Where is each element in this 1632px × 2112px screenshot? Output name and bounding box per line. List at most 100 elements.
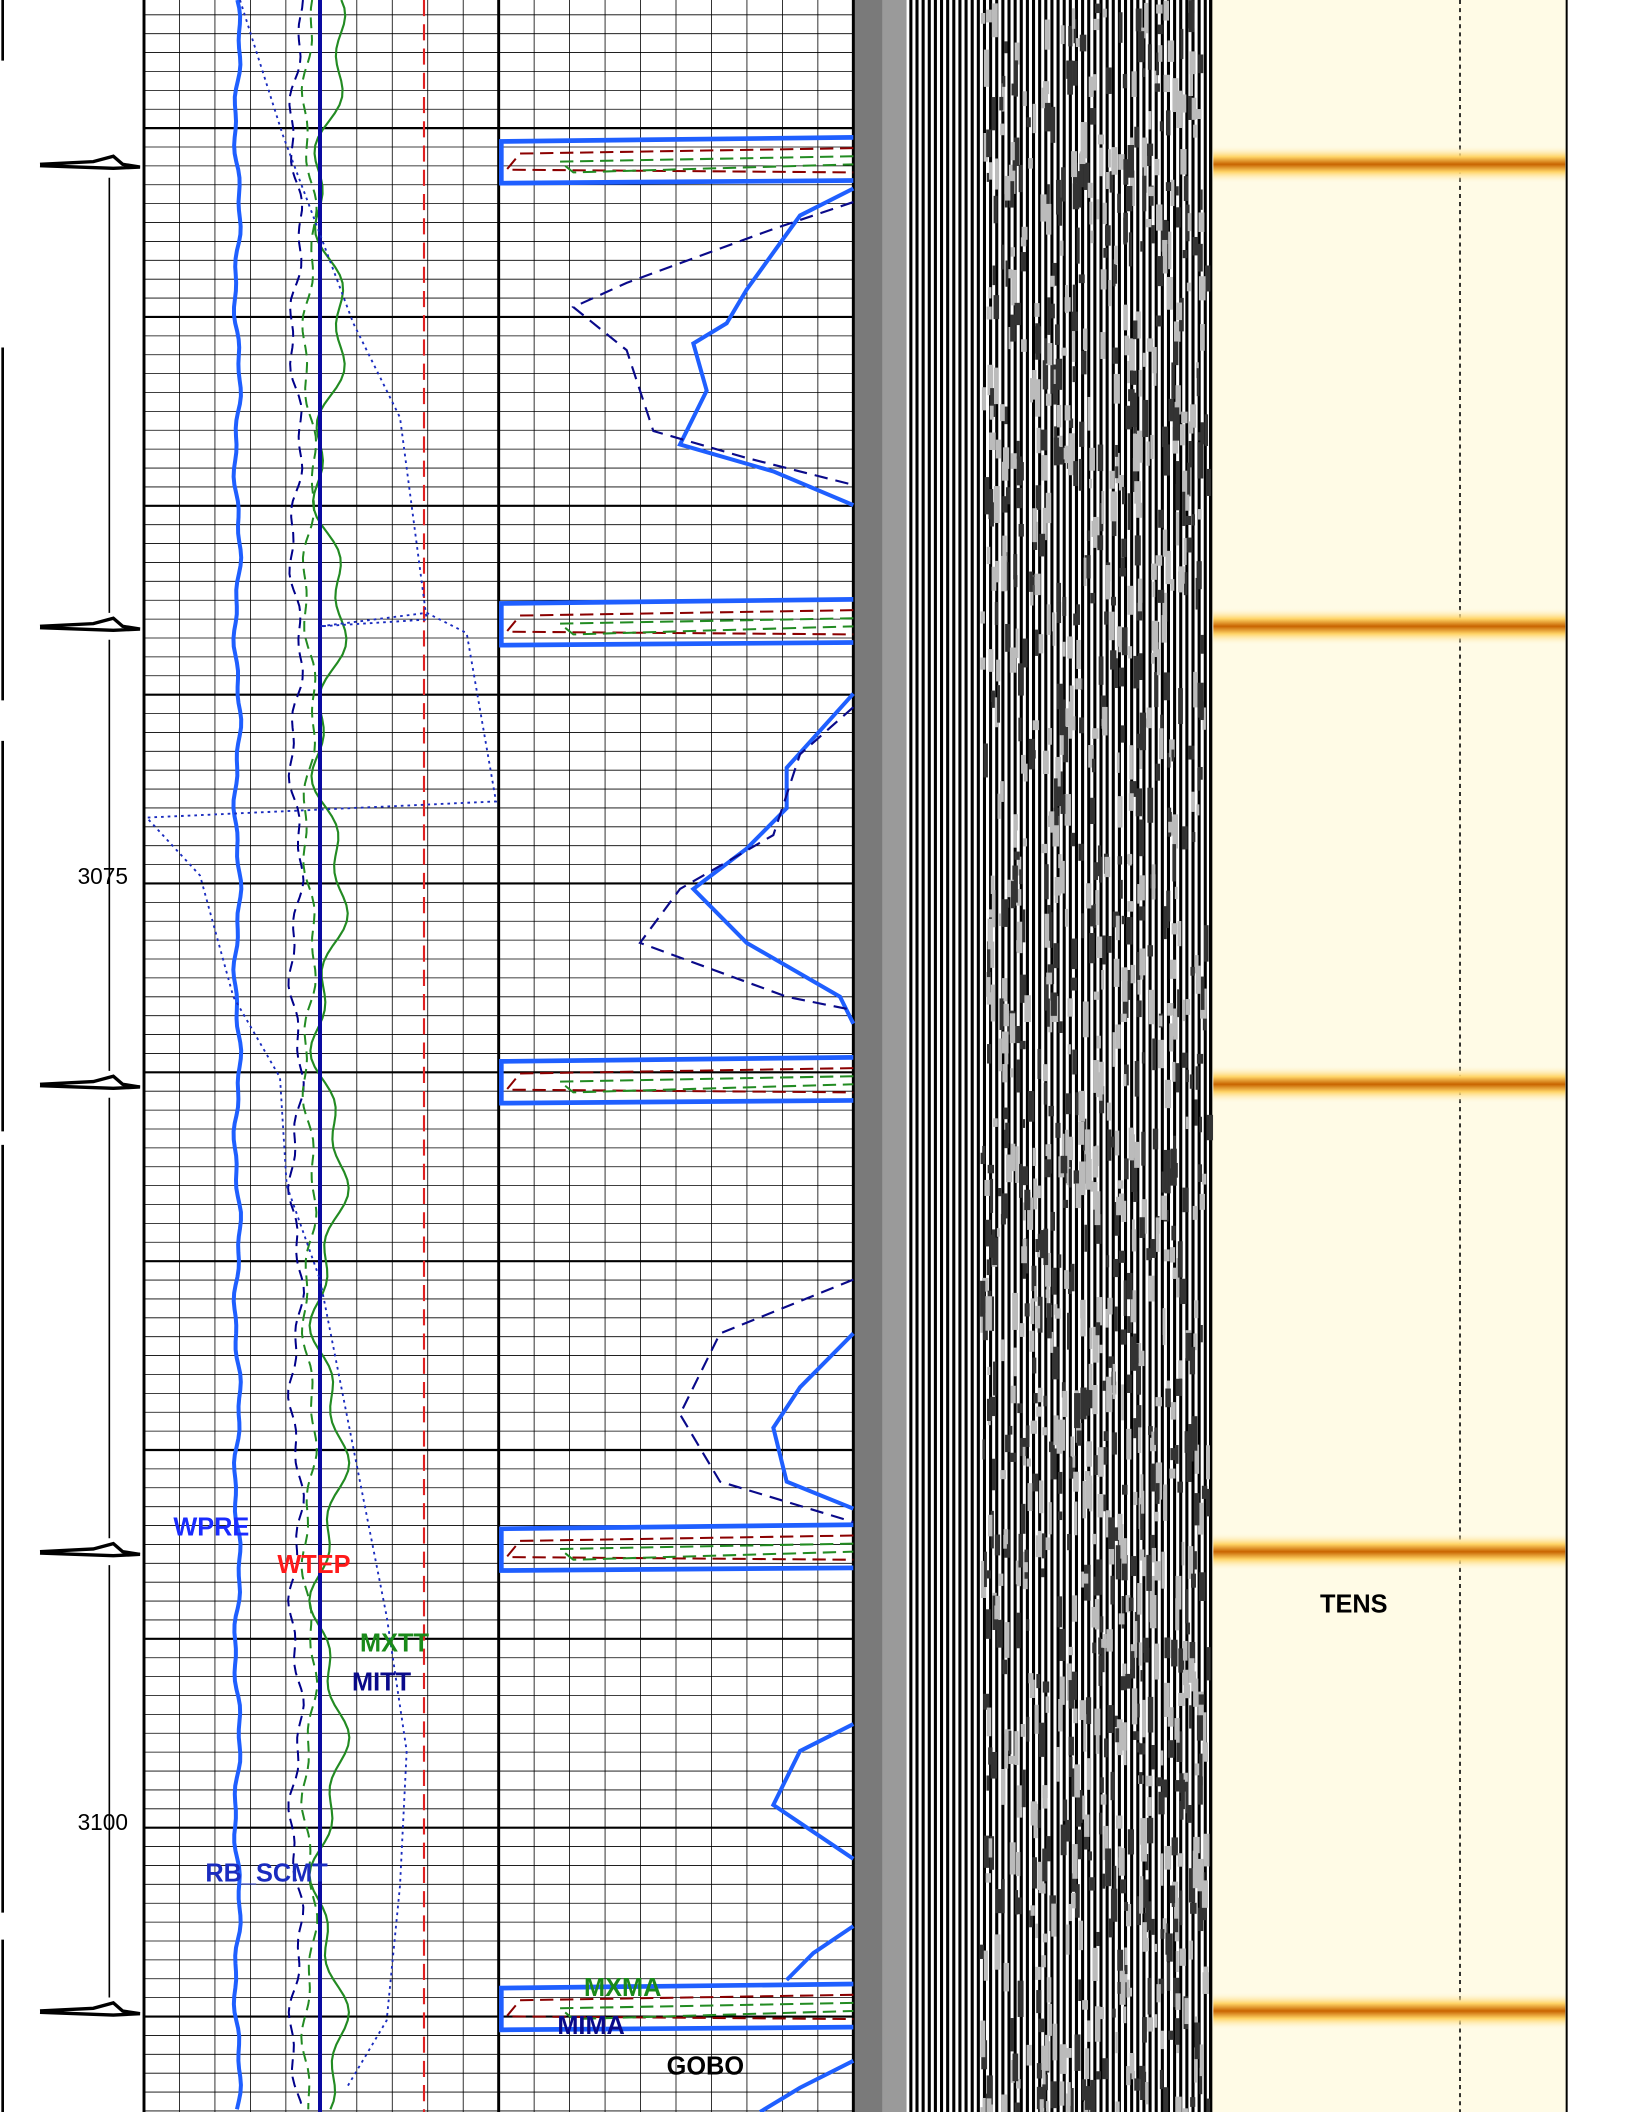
vdl-noise [1128,793,1134,811]
vdl-noise [1104,611,1108,625]
vdl-noise [1195,109,1202,120]
vdl-noise [1176,1731,1183,1762]
vdl-noise [1168,231,1172,270]
vdl-noise [1121,1200,1127,1223]
vdl-noise [1112,1363,1116,1400]
vdl-noise [1038,1722,1046,1757]
vdl-noise [1012,2053,1019,2082]
vdl-noise [986,1259,991,1276]
vdl-noise [1144,2,1149,34]
vdl-noise [1178,1692,1185,1706]
vdl-noise [1110,650,1117,670]
vdl-noise [1136,951,1141,983]
image-track [1210,0,1567,2112]
vdl-noise [1128,389,1135,402]
spike [504,1993,854,2021]
vdl-noise [982,2097,987,2112]
vdl-noise [1131,71,1137,97]
vdl-noise [1003,1107,1009,1120]
curve-amp [690,692,856,1025]
vdl-noise [1083,162,1090,190]
vdl-noise [1082,1480,1086,1519]
vdl-noise [1157,24,1163,35]
curves [144,0,856,2112]
vdl-noise [1000,1339,1006,1362]
vdl-stripe [909,0,913,2112]
collar-mark [39,2001,141,2017]
vdl-noise [1032,720,1040,731]
vdl-noise [1122,988,1129,1018]
vdl-noise [1062,596,1067,616]
vdl-noise [1058,1021,1063,1033]
vdl-noise [1045,2101,1049,2112]
vdl-noise [1092,728,1099,739]
vdl-noise [1042,750,1049,775]
vdl-noise [1134,1141,1140,1168]
vdl-noise [1042,2060,1046,2089]
vdl-noise [1005,623,1010,652]
vdl-noise [1075,1884,1080,1918]
vdl-noise [1082,1001,1089,1038]
vdl-noise [1018,523,1024,537]
vdl-noise [1142,1557,1147,1577]
vdl-noise [1127,1987,1133,1997]
vdl-noise [1095,1322,1101,1336]
vdl-noise [1065,1093,1071,1115]
vdl-noise [980,1302,984,1333]
vdl-noise [982,1313,988,1341]
vdl-noise [1082,1118,1087,1151]
vdl-noise [1136,1405,1142,1428]
vdl-noise [983,132,988,162]
vdl-noise [1067,2082,1071,2106]
vdl-noise [1114,1715,1119,1728]
vdl-noise [1065,1129,1070,1168]
vdl-noise [1004,1733,1009,1769]
vdl-noise [980,611,985,624]
vdl-noise [990,875,995,895]
vdl-noise [1196,1715,1203,1741]
vdl-noise [1189,1074,1193,1089]
vdl-noise [986,1775,990,1791]
vdl-noise [996,1619,1003,1648]
vdl-noise [1175,1575,1182,1610]
vdl-noise [1044,338,1048,364]
vdl-noise [1069,685,1074,719]
vdl-noise [1151,1547,1157,1563]
vdl-noise [1082,1795,1086,1820]
vdl-noise [1100,1777,1104,1793]
vdl-noise [998,1038,1002,1072]
vdl-noise [1048,2003,1052,2036]
vdl-noise [982,1439,986,1460]
vdl-noise [1107,1705,1114,1733]
vdl-noise [1147,787,1154,823]
vdl-noise [1084,1471,1090,1480]
vdl-noise [1068,450,1073,470]
vdl-noise [1039,1480,1044,1514]
vdl-noise [1041,2045,1046,2070]
vdl-noise [1084,555,1091,579]
vdl-noise [1109,470,1115,489]
vdl-noise [1116,1196,1123,1216]
vdl-noise [1149,1590,1154,1623]
vdl-noise [1134,481,1141,504]
vdl-noise [1138,369,1142,397]
vdl-stripe [921,0,925,2112]
vdl-noise [1056,602,1062,624]
vdl-noise [1083,1389,1090,1416]
vdl-noise [986,172,990,182]
vdl-stripe [1203,0,1207,2112]
vdl-noise [1171,362,1175,399]
vdl-noise [1040,429,1048,451]
vdl-noise [1110,491,1117,522]
vdl-noise [1019,1040,1026,1050]
vdl-noise [1034,303,1040,317]
vdl-noise [1060,794,1066,814]
vdl-noise [1127,901,1134,912]
curve-label: WTEP [277,1551,350,1579]
vdl-noise [1074,1764,1080,1798]
vdl-noise [1123,1158,1129,1180]
vdl-noise [1044,913,1050,948]
curve-label: TENS [1320,1590,1388,1618]
vdl-noise [1087,396,1091,431]
vdl-noise [1026,2044,1032,2066]
